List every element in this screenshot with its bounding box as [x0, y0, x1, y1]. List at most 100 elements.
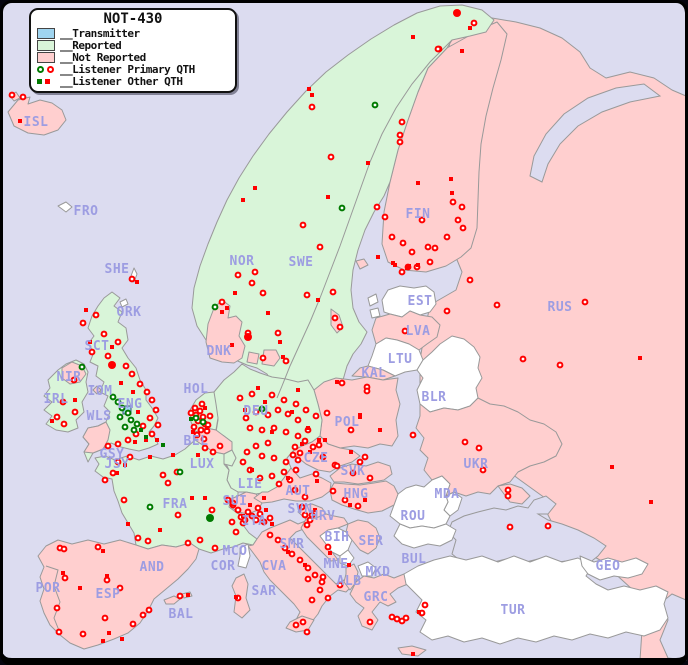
country-wls — [82, 421, 111, 454]
listener-primary-marker — [289, 451, 297, 459]
listener-primary-marker — [291, 486, 299, 494]
listener-primary-marker — [408, 248, 416, 256]
listener-other-marker — [148, 455, 152, 459]
listener-primary-marker — [199, 418, 207, 426]
listener-primary-marker — [60, 420, 68, 428]
listener-primary-marker — [388, 233, 396, 241]
listener-other-marker — [313, 508, 317, 512]
listener-primary-marker — [70, 376, 78, 384]
listener-primary-marker — [252, 442, 260, 450]
listener-other-marker — [296, 388, 300, 392]
listener-filled-marker — [244, 333, 252, 341]
country-label-smr: SMR — [280, 537, 305, 552]
listener-primary-marker — [329, 487, 337, 495]
country-label-deu: DEU — [244, 404, 269, 419]
listener-other-marker — [115, 471, 119, 475]
listener-other-marker — [101, 549, 105, 553]
country-label-mkd: MKD — [366, 565, 391, 580]
listener-primary-marker — [79, 319, 87, 327]
listener-primary-marker — [60, 545, 68, 553]
listener-primary-marker — [251, 268, 259, 276]
listener-primary-marker — [256, 474, 264, 482]
listener-other-marker — [363, 498, 367, 502]
listener-primary-marker — [331, 314, 339, 322]
listener-other-marker — [126, 522, 130, 526]
listener-other-marker — [316, 298, 320, 302]
listener-primary-marker — [53, 604, 61, 612]
country-label-fin: FIN — [406, 207, 431, 222]
listener-primary-marker — [193, 431, 201, 439]
country-label-alb: ALB — [337, 574, 362, 589]
listener-other-marker — [378, 428, 382, 432]
listener-primary-marker — [556, 361, 564, 369]
legend-row-listener-other: __Listener Other QTH — [37, 75, 229, 88]
country-label-ser: SER — [359, 534, 384, 549]
listener-primary-marker — [121, 423, 129, 431]
listener-primary-marker — [366, 474, 374, 482]
country-tur — [403, 555, 669, 645]
listener-primary-marker — [296, 449, 304, 457]
listener-primary-marker — [145, 606, 153, 614]
listener-other-marker — [358, 415, 362, 419]
listener-other-marker — [416, 263, 420, 267]
listener-primary-marker — [71, 408, 79, 416]
listener-primary-marker — [302, 406, 310, 414]
listener-primary-marker — [114, 338, 122, 346]
country-label-pol: POL — [335, 415, 360, 430]
listener-primary-marker — [299, 618, 307, 626]
listener-filled-marker — [108, 361, 116, 369]
listener-other-marker — [144, 435, 148, 439]
listener-primary-marker — [398, 118, 406, 126]
listener-primary-marker — [128, 275, 136, 283]
listener-primary-marker — [148, 430, 156, 438]
country-label-mne: MNE — [324, 557, 349, 572]
country-label-irl: IRL — [44, 392, 69, 407]
listener-primary-marker — [53, 413, 61, 421]
listener-primary-marker — [148, 396, 156, 404]
listener-other-marker — [171, 453, 175, 457]
listener-primary-marker — [324, 543, 332, 551]
listener-other-marker — [158, 528, 162, 532]
legend-row-not-reported: __Not Reported — [37, 51, 229, 64]
listener-primary-marker — [426, 258, 434, 266]
listener-other-marker — [376, 255, 380, 259]
listener-primary-marker — [274, 536, 282, 544]
listener-primary-marker — [229, 499, 237, 507]
listener-primary-marker — [228, 518, 236, 526]
country-label-geo: GEO — [596, 559, 621, 574]
listener-primary-marker — [209, 448, 217, 456]
listener-primary-marker — [122, 362, 130, 370]
listener-primary-marker — [308, 103, 316, 111]
listener-other-marker — [366, 161, 370, 165]
country-ukr — [415, 397, 563, 497]
listener-primary-marker — [264, 439, 272, 447]
listener-primary-marker — [303, 291, 311, 299]
listener-primary-marker — [216, 442, 224, 450]
country-label-dnk: DNK — [207, 344, 232, 359]
listener-primary-marker — [234, 506, 242, 514]
listener-other-marker — [225, 306, 229, 310]
listener-primary-marker — [192, 414, 200, 422]
listener-other-marker — [133, 440, 137, 444]
listener-other-marker — [262, 496, 266, 500]
listener-other-marker — [411, 652, 415, 656]
listener-primary-marker — [232, 528, 240, 536]
listener-other-marker — [264, 508, 268, 512]
sea-region-0 — [529, 83, 662, 183]
listener-primary-marker — [164, 479, 172, 487]
listener-primary-marker — [190, 423, 198, 431]
listener-primary-marker — [184, 539, 192, 547]
listener-primary-marker — [176, 468, 184, 476]
listener-primary-marker — [120, 496, 128, 504]
listener-primary-marker — [333, 462, 341, 470]
country-geo — [579, 555, 649, 581]
country-label-eng: ENG — [118, 397, 143, 412]
country-label-fra: FRA — [163, 497, 188, 512]
listener-primary-marker — [294, 416, 302, 424]
listener-primary-marker — [139, 422, 147, 430]
listener-primary-marker — [248, 390, 256, 398]
country-svk — [329, 461, 393, 485]
listener-other-marker — [638, 356, 642, 360]
listener-primary-marker — [459, 224, 467, 232]
listener-primary-marker — [129, 620, 137, 628]
